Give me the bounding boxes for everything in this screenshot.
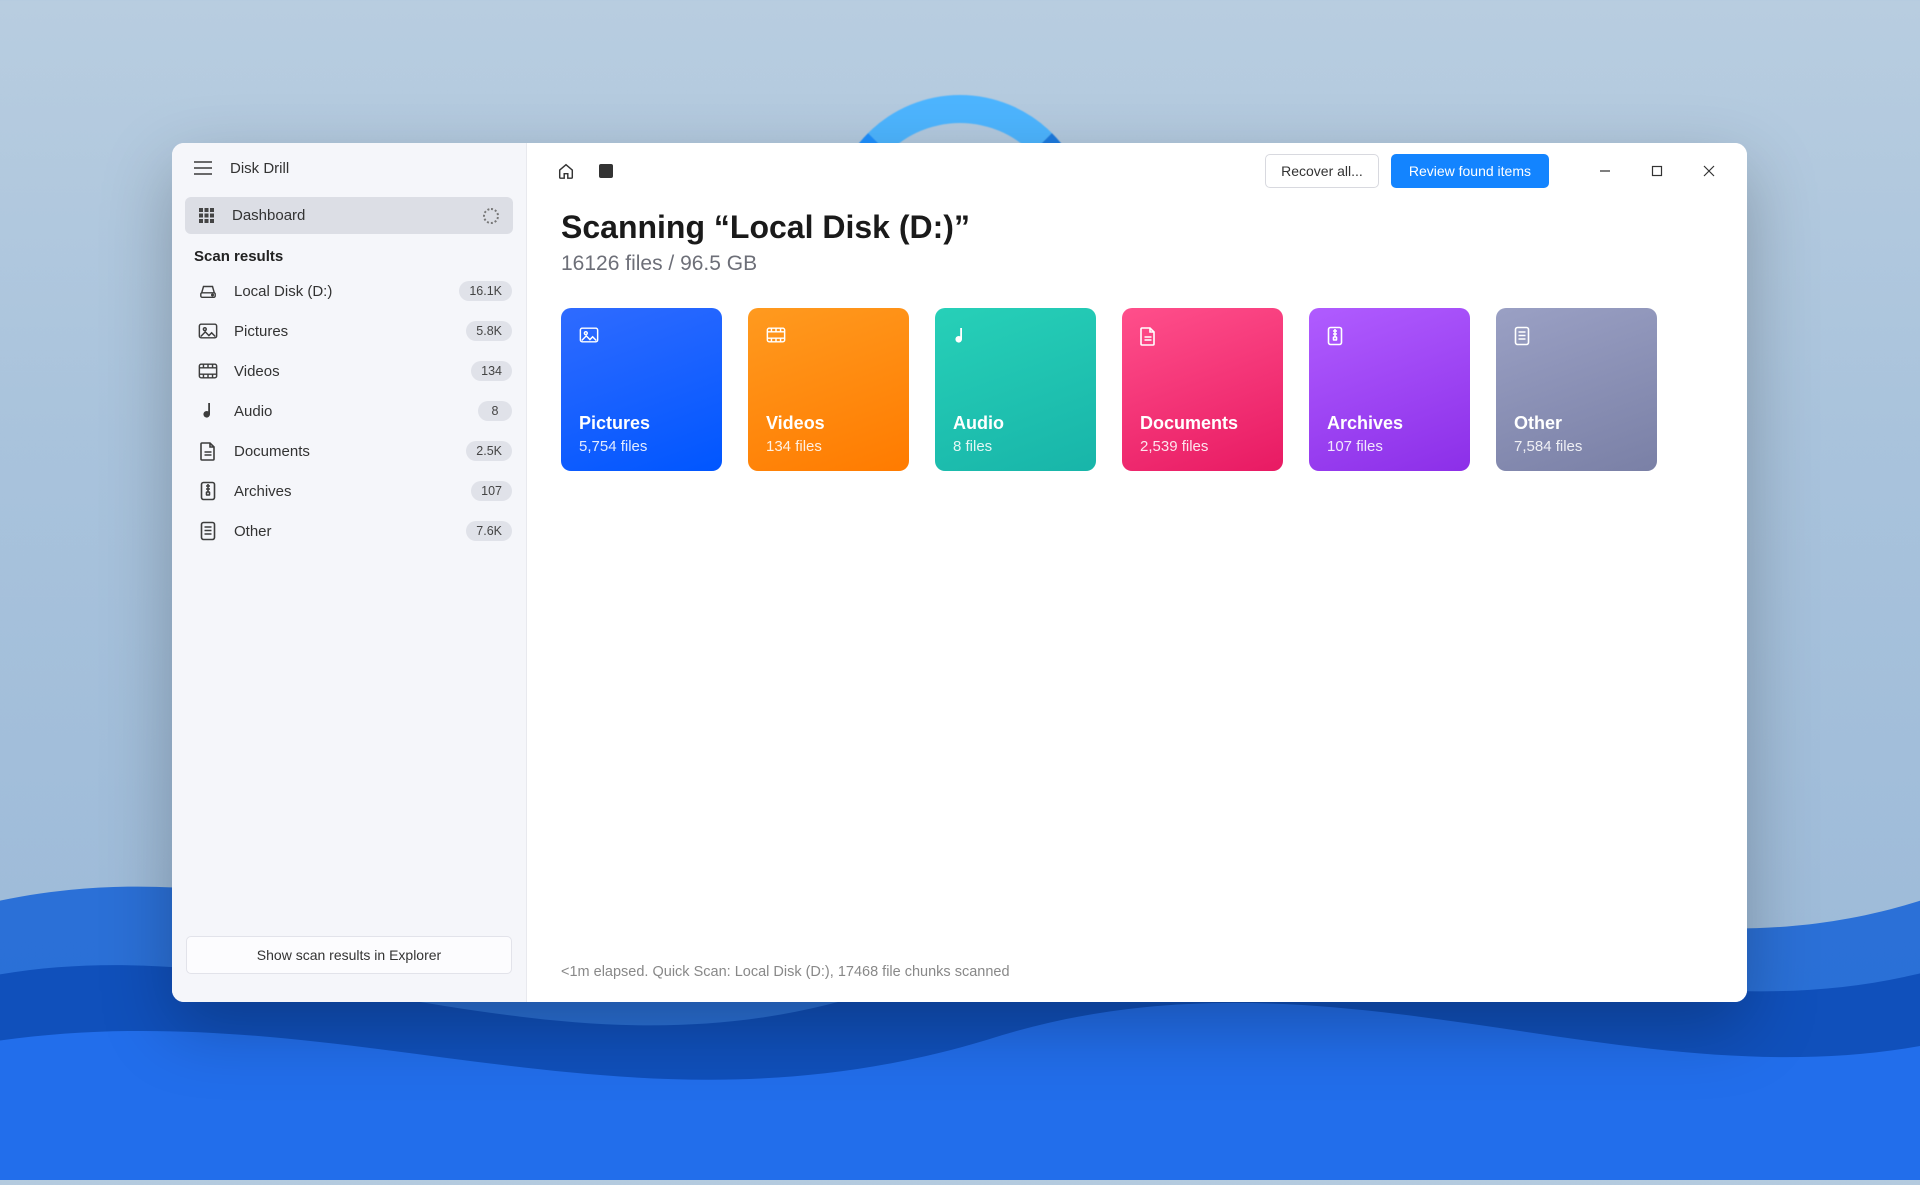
card-count: 107 files (1327, 438, 1452, 455)
card-title: Other (1514, 413, 1639, 434)
loading-spinner-icon (483, 208, 499, 224)
card-count: 134 files (766, 438, 891, 455)
maximize-button[interactable] (1631, 153, 1683, 189)
archive-icon (1327, 326, 1452, 360)
sidebar-item-label: Documents (234, 443, 450, 460)
minimize-button[interactable] (1579, 153, 1631, 189)
recover-all-button[interactable]: Recover all... (1265, 154, 1379, 188)
sidebar-item-badge: 107 (471, 481, 512, 501)
card-pictures[interactable]: Pictures 5,754 files (561, 308, 722, 471)
sidebar-item-label: Local Disk (D:) (234, 283, 443, 300)
sidebar-item-badge: 5.8K (466, 321, 512, 341)
dashboard-grid-icon (199, 208, 214, 223)
card-documents[interactable]: Documents 2,539 files (1122, 308, 1283, 471)
sidebar-item-archives[interactable]: Archives 107 (172, 471, 526, 511)
app-window: Disk Drill Dashboard Scan results Local … (172, 143, 1747, 1002)
card-count: 8 files (953, 438, 1078, 455)
doc-icon (198, 441, 218, 461)
audio-icon (198, 401, 218, 421)
card-count: 2,539 files (1140, 438, 1265, 455)
sidebar-item-label: Other (234, 523, 450, 540)
sidebar-item-badge: 8 (478, 401, 512, 421)
other-icon (198, 521, 218, 541)
sidebar-item-badge: 2.5K (466, 441, 512, 461)
hamburger-menu-icon[interactable] (190, 157, 216, 179)
sidebar-item-audio[interactable]: Audio 8 (172, 391, 526, 431)
page-title: Scanning “Local Disk (D:)” (561, 209, 1713, 246)
card-title: Documents (1140, 413, 1265, 434)
archive-icon (198, 481, 218, 501)
card-count: 7,584 files (1514, 438, 1639, 455)
image-icon (198, 322, 218, 340)
video-icon (198, 362, 218, 380)
other-icon (1514, 326, 1639, 360)
doc-icon (1140, 326, 1265, 360)
audio-icon (953, 326, 1078, 360)
show-in-explorer-button[interactable]: Show scan results in Explorer (186, 936, 512, 974)
review-items-button[interactable]: Review found items (1391, 154, 1549, 188)
card-title: Videos (766, 413, 891, 434)
sidebar-item-label: Audio (234, 403, 462, 420)
sidebar-item-dashboard[interactable]: Dashboard (185, 197, 513, 234)
titlebar: Recover all... Review found items (527, 143, 1747, 199)
card-title: Archives (1327, 413, 1452, 434)
sidebar-item-label: Pictures (234, 323, 450, 340)
sidebar-item-label: Archives (234, 483, 455, 500)
sidebar-item-videos[interactable]: Videos 134 (172, 351, 526, 391)
sidebar-header: Disk Drill (172, 143, 526, 193)
sidebar-item-local-disk-d-[interactable]: Local Disk (D:) 16.1K (172, 271, 526, 311)
sidebar-section-header: Scan results (172, 234, 526, 271)
card-other[interactable]: Other 7,584 files (1496, 308, 1657, 471)
close-button[interactable] (1683, 153, 1735, 189)
video-icon (766, 326, 891, 360)
card-count: 5,754 files (579, 438, 704, 455)
stop-scan-button[interactable] (593, 158, 619, 184)
main-panel: Recover all... Review found items Scanni… (527, 143, 1747, 1002)
app-title: Disk Drill (230, 160, 289, 177)
page-subtitle: 16126 files / 96.5 GB (561, 252, 1713, 276)
disk-icon (198, 283, 218, 299)
sidebar: Disk Drill Dashboard Scan results Local … (172, 143, 527, 1002)
sidebar-item-badge: 16.1K (459, 281, 512, 301)
card-videos[interactable]: Videos 134 files (748, 308, 909, 471)
dashboard-label: Dashboard (232, 207, 465, 224)
sidebar-item-pictures[interactable]: Pictures 5.8K (172, 311, 526, 351)
category-cards: Pictures 5,754 files Videos 134 files Audio 8… (561, 308, 1713, 471)
image-icon (579, 326, 704, 360)
sidebar-item-badge: 7.6K (466, 521, 512, 541)
sidebar-item-documents[interactable]: Documents 2.5K (172, 431, 526, 471)
sidebar-item-badge: 134 (471, 361, 512, 381)
sidebar-item-other[interactable]: Other 7.6K (172, 511, 526, 551)
status-text: <1m elapsed. Quick Scan: Local Disk (D:)… (527, 964, 1747, 1002)
card-audio[interactable]: Audio 8 files (935, 308, 1096, 471)
sidebar-item-label: Videos (234, 363, 455, 380)
window-controls (1579, 153, 1735, 189)
card-title: Pictures (579, 413, 704, 434)
card-archives[interactable]: Archives 107 files (1309, 308, 1470, 471)
home-icon[interactable] (551, 156, 581, 186)
card-title: Audio (953, 413, 1078, 434)
